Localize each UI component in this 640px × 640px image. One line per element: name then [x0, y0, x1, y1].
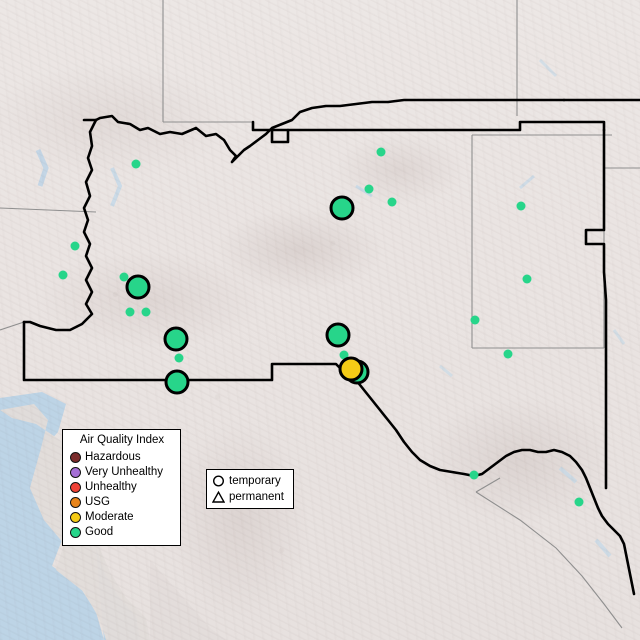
station-marker[interactable] — [164, 369, 190, 395]
aqi-legend-title: Air Quality Index — [79, 434, 165, 446]
legend-label-usg: USG — [85, 496, 110, 508]
swatch-unhealthy — [70, 482, 81, 493]
station-marker[interactable] — [503, 349, 513, 359]
swatch-very-unhealthy — [70, 467, 81, 478]
station-marker[interactable] — [470, 315, 480, 325]
station-marker[interactable] — [387, 197, 397, 207]
station-marker[interactable] — [119, 272, 129, 282]
station-marker[interactable] — [516, 201, 526, 211]
station-marker[interactable] — [58, 270, 68, 280]
station-type-legend: temporary permanent — [206, 469, 294, 509]
station-marker[interactable] — [70, 241, 80, 251]
station-marker[interactable] — [163, 326, 189, 352]
station-marker[interactable] — [522, 274, 532, 284]
legend-item-usg: USG — [70, 495, 174, 510]
legend-item-very-unhealthy: Very Unhealthy — [70, 465, 174, 480]
station-marker[interactable] — [574, 497, 584, 507]
swatch-good — [70, 527, 81, 538]
station-marker[interactable] — [376, 147, 386, 157]
station-marker[interactable] — [125, 274, 151, 300]
legend-item-unhealthy: Unhealthy — [70, 480, 174, 495]
station-marker[interactable] — [364, 184, 374, 194]
legend-label-permanent: permanent — [229, 490, 284, 503]
station-marker[interactable] — [339, 350, 349, 360]
legend-label-very-unhealthy: Very Unhealthy — [85, 466, 163, 478]
station-marker[interactable] — [141, 307, 151, 317]
station-marker[interactable] — [131, 159, 141, 169]
station-marker[interactable] — [338, 356, 364, 382]
swatch-moderate — [70, 512, 81, 523]
legend-item-good: Good — [70, 525, 174, 540]
legend-label-good: Good — [85, 526, 114, 538]
legend-label-moderate: Moderate — [85, 511, 134, 523]
station-marker[interactable] — [325, 322, 351, 348]
legend-label-temporary: temporary — [229, 474, 281, 487]
legend-item-hazardous: Hazardous — [70, 450, 174, 465]
station-marker[interactable] — [174, 353, 184, 363]
legend-label-unhealthy: Unhealthy — [85, 481, 137, 493]
legend-item-temporary: temporary — [212, 473, 289, 489]
swatch-usg — [70, 497, 81, 508]
legend-item-moderate: Moderate — [70, 510, 174, 525]
station-marker[interactable] — [469, 470, 479, 480]
legend-label-hazardous: Hazardous — [85, 451, 141, 463]
swatch-hazardous — [70, 452, 81, 463]
triangle-outline-icon — [212, 490, 225, 504]
station-marker[interactable] — [125, 307, 135, 317]
station-marker[interactable] — [329, 195, 355, 221]
circle-outline-icon — [212, 474, 225, 488]
aqi-legend: Air Quality Index Hazardous Very Unhealt… — [62, 429, 181, 546]
legend-item-permanent: permanent — [212, 489, 289, 505]
